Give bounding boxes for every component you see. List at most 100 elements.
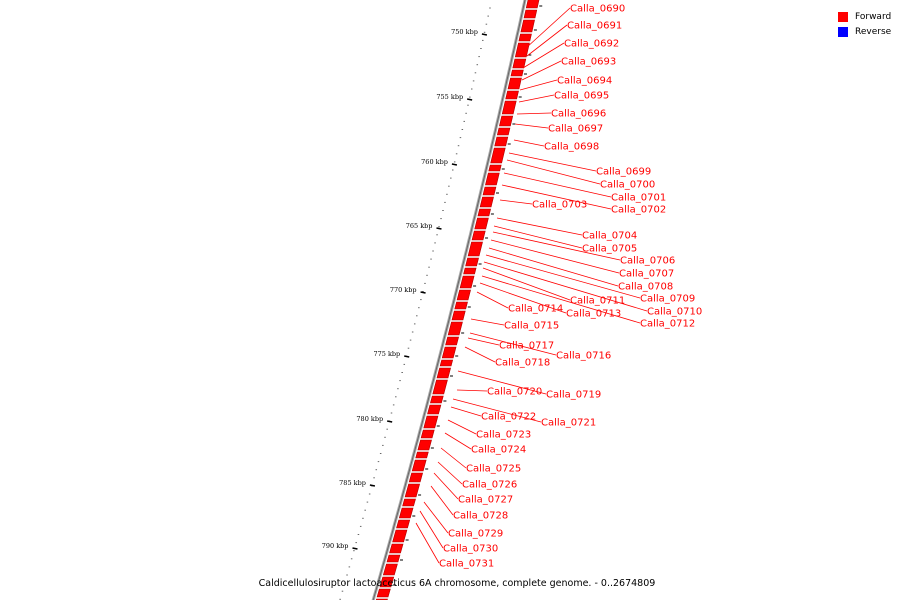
gene-label: Calla_0731	[439, 559, 494, 570]
gene-block	[501, 100, 517, 115]
gene-block	[518, 33, 532, 42]
gene-label: Calla_0702	[611, 205, 666, 216]
leader-line	[492, 231, 621, 261]
gene-label: Calla_0693	[561, 57, 616, 68]
gene-block	[436, 367, 451, 379]
gene-label: Calla_0729	[448, 529, 503, 540]
leader-line	[437, 461, 463, 485]
gene-block	[417, 439, 432, 451]
gene-label: Calla_0698	[544, 142, 599, 153]
gene-block	[402, 498, 416, 507]
leader-line	[501, 184, 612, 210]
gene-block	[376, 588, 391, 598]
leader-line	[503, 172, 612, 198]
major-tick	[352, 547, 358, 550]
leader-line	[456, 389, 488, 392]
scale-label: 765 kbp	[406, 222, 433, 230]
gene-label: Calla_0716	[556, 351, 611, 362]
leader-line	[433, 472, 459, 500]
gene-block	[465, 257, 479, 267]
gene-block	[490, 147, 506, 164]
gene-block	[488, 164, 502, 172]
gene-label: Calla_0703	[532, 200, 587, 211]
gene-block	[386, 554, 401, 563]
gene-label: Calla_0724	[471, 445, 526, 456]
scale-label: 790 kbp	[322, 542, 349, 550]
gene-block	[482, 186, 497, 196]
gene-block	[451, 310, 466, 321]
gene-label: Calla_0726	[462, 480, 517, 491]
gene-block	[514, 42, 530, 58]
leader-line	[440, 447, 467, 469]
leader-line	[490, 239, 620, 274]
leader-line	[467, 337, 500, 346]
leader-line	[499, 199, 533, 205]
gene-label: Calla_0719	[546, 390, 601, 401]
gene-block	[382, 563, 398, 576]
leader-line	[496, 217, 583, 236]
gene-label: Calla_0692	[564, 39, 619, 50]
leader-line	[488, 247, 619, 287]
leader-line	[482, 267, 571, 301]
gene-block	[485, 172, 500, 186]
gene-block	[430, 395, 444, 404]
leader-line	[508, 152, 597, 172]
gene-block	[445, 336, 460, 346]
gene-block	[494, 136, 509, 147]
scale-label: 780 kbp	[356, 415, 383, 423]
gene-block	[392, 529, 408, 543]
gene-features	[375, 0, 543, 600]
gene-block	[439, 359, 454, 367]
scale-label: 750 kbp	[451, 28, 478, 36]
leader-line	[518, 94, 555, 103]
gene-block	[474, 217, 489, 230]
gene-label: Calla_0701	[611, 193, 666, 204]
legend-item-reverse: Reverse	[838, 24, 891, 39]
gene-block	[389, 543, 404, 554]
leader-line	[479, 282, 567, 314]
leader-line	[485, 254, 641, 299]
major-tick	[436, 227, 442, 230]
major-tick	[451, 163, 458, 166]
gene-block	[423, 415, 439, 429]
gene-label: Calla_0706	[620, 256, 675, 267]
gene-block	[408, 472, 424, 483]
leader-line	[430, 485, 454, 516]
legend-item-forward: Forward	[838, 9, 891, 24]
gene-label: Calla_0710	[647, 307, 702, 318]
gene-block	[415, 451, 429, 459]
gene-block	[420, 429, 435, 439]
gene-label: Calla_0705	[582, 244, 637, 255]
leader-line	[452, 398, 542, 423]
leader-line	[419, 510, 444, 549]
gene-block	[456, 289, 471, 301]
gene-block	[479, 196, 494, 208]
gene-label: Calla_0720	[487, 387, 542, 398]
gene-label: Calla_0694	[557, 76, 612, 87]
leader-line	[470, 318, 505, 326]
legend-label-forward: Forward	[855, 11, 892, 22]
gene-label: Calla_0711	[570, 296, 625, 307]
gene-block	[499, 115, 514, 127]
leader-line	[522, 42, 565, 69]
leader-line	[516, 112, 552, 115]
gene-block	[523, 9, 538, 19]
gene-label: Calla_0715	[504, 321, 559, 332]
gene-block	[520, 19, 535, 33]
leader-line	[513, 139, 545, 147]
gene-label: Calla_0699	[596, 167, 651, 178]
gene-block	[471, 230, 486, 241]
leader-line	[476, 291, 509, 309]
gene-label: Calla_0697	[548, 124, 603, 135]
gene-label: Calla_0691	[567, 21, 622, 32]
scale-label: 760 kbp	[421, 158, 448, 166]
leader-line	[450, 406, 482, 417]
major-tick	[420, 291, 426, 294]
leader-line	[447, 419, 477, 435]
leader-line	[519, 79, 558, 91]
gene-label: Calla_0725	[466, 464, 521, 475]
gene-label: Calla_0723	[476, 430, 531, 441]
scale-label: 755 kbp	[436, 93, 463, 101]
leader-line	[483, 261, 648, 312]
